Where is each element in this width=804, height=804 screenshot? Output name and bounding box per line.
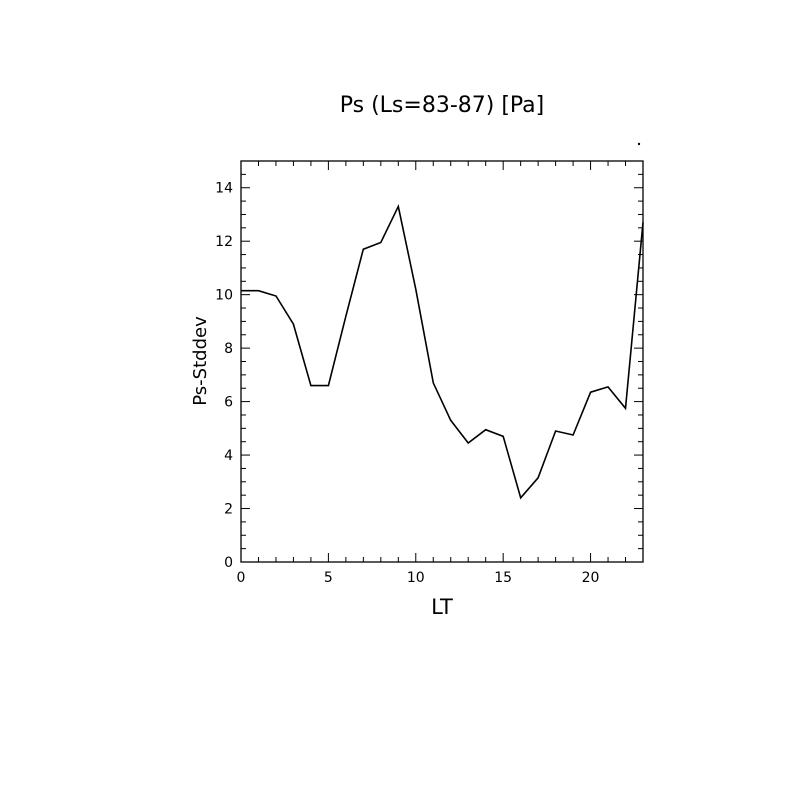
x-tick-label: 0: [237, 570, 246, 586]
y-tick-label: 0: [224, 555, 233, 571]
y-tick-label: 12: [215, 234, 233, 250]
y-tick-label: 10: [215, 288, 233, 304]
y-tick-label: 8: [224, 341, 233, 357]
x-tick-label: 20: [582, 570, 600, 586]
plot-area: 0 5 10 15 20 0 2 4 6 8 10 12 14: [215, 160, 644, 586]
y-tick-label: 2: [224, 502, 233, 518]
x-axis-label: LT: [431, 595, 453, 619]
x-tick-label: 5: [324, 570, 333, 586]
corner-dot: [637, 142, 641, 146]
y-tick-label: 14: [215, 181, 233, 197]
y-axis-label: Ps-Stddev: [190, 316, 211, 406]
chart-title: Ps (Ls=83-87) [Pa]: [340, 93, 545, 118]
y-tick-label: 4: [224, 448, 233, 464]
y-tick-label: 6: [224, 395, 233, 411]
series-line-0: [241, 203, 644, 500]
x-tick-label: 10: [407, 570, 425, 586]
x-tick-label: 15: [494, 570, 512, 586]
plot-frame: [240, 160, 644, 563]
